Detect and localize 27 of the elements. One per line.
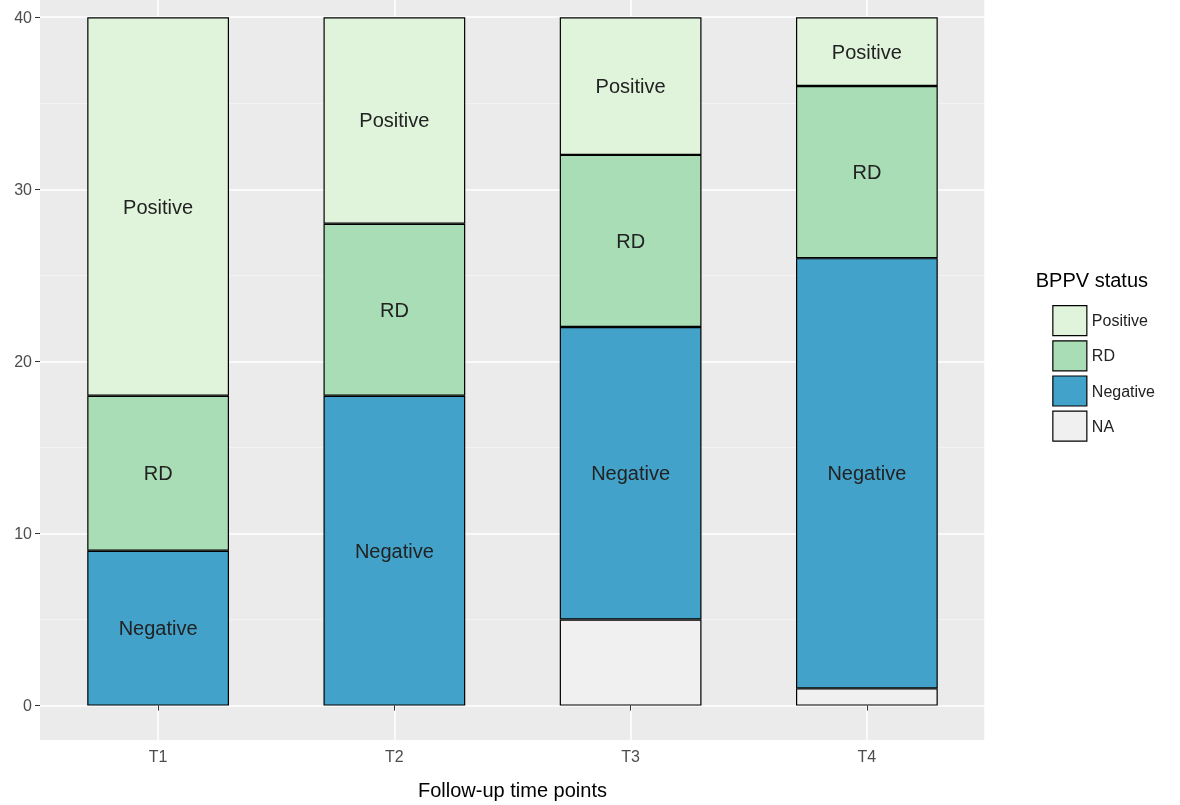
data-label: RD: [852, 161, 882, 184]
data-label: Negative: [827, 462, 907, 485]
data-label: Positive: [359, 109, 430, 132]
data-label: Negative: [118, 617, 198, 640]
x-tick-label: T3: [621, 747, 641, 765]
y-tick-label: 30: [14, 180, 33, 198]
legend-label: Negative: [1091, 382, 1156, 400]
data-label: Negative: [591, 462, 671, 485]
x-tick-label: T1: [148, 747, 168, 765]
data-label: Negative: [354, 539, 434, 562]
y-tick-label: 20: [14, 352, 33, 370]
y-tick-label: 10: [14, 524, 33, 542]
data-label: RD: [379, 298, 409, 321]
legend-label: RD: [1091, 347, 1115, 365]
y-tick-label: 40: [14, 8, 33, 26]
x-axis-title: Follow-up time points: [418, 779, 607, 801]
legend-label: NA: [1091, 417, 1115, 435]
legend-label: Positive: [1091, 312, 1148, 330]
data-label: RD: [616, 229, 646, 252]
data-label: RD: [143, 462, 173, 485]
x-tick-label: T4: [857, 747, 877, 765]
data-label: Positive: [595, 75, 666, 98]
legend-title: BPPV status: [1035, 269, 1149, 291]
x-tick-label: T2: [385, 747, 404, 765]
data-label: Positive: [123, 195, 194, 218]
data-label: Positive: [831, 40, 902, 63]
y-tick-label: 0: [23, 697, 33, 715]
